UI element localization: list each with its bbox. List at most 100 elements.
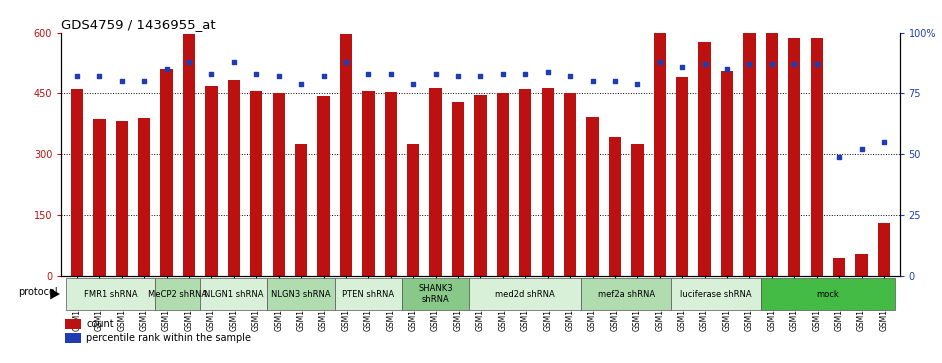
- Bar: [250, 91, 263, 276]
- Bar: [743, 33, 755, 276]
- Point: [114, 78, 129, 84]
- Point: [137, 78, 152, 84]
- Text: count: count: [87, 319, 114, 329]
- Bar: [671, 278, 760, 310]
- Bar: [878, 223, 890, 276]
- Point: [652, 59, 667, 65]
- Point: [316, 74, 331, 79]
- Point: [226, 59, 241, 65]
- Point: [203, 71, 219, 77]
- Point: [585, 78, 600, 84]
- Text: NLGN1 shRNA: NLGN1 shRNA: [204, 290, 264, 298]
- Text: luciferase shRNA: luciferase shRNA: [680, 290, 752, 298]
- Bar: [474, 95, 487, 276]
- Point: [697, 61, 712, 67]
- Point: [495, 71, 511, 77]
- Text: PTEN shRNA: PTEN shRNA: [342, 290, 395, 298]
- Bar: [93, 119, 106, 276]
- Point: [742, 61, 757, 67]
- Point: [518, 71, 533, 77]
- Bar: [71, 89, 83, 276]
- Point: [428, 71, 443, 77]
- Bar: [183, 34, 195, 276]
- Bar: [362, 91, 375, 276]
- Bar: [788, 37, 801, 276]
- Bar: [586, 117, 599, 276]
- Point: [473, 74, 488, 79]
- Bar: [205, 86, 218, 276]
- Bar: [402, 278, 469, 310]
- Text: percentile rank within the sample: percentile rank within the sample: [87, 333, 252, 343]
- Bar: [334, 278, 402, 310]
- Point: [361, 71, 376, 77]
- Bar: [138, 118, 151, 276]
- Point: [720, 66, 735, 72]
- Point: [450, 74, 465, 79]
- Bar: [676, 77, 689, 276]
- Point: [182, 59, 197, 65]
- Text: mock: mock: [817, 290, 839, 298]
- Bar: [698, 42, 711, 276]
- Point: [876, 139, 891, 145]
- Bar: [496, 93, 509, 276]
- Bar: [268, 278, 334, 310]
- Bar: [519, 89, 531, 276]
- Bar: [65, 333, 80, 343]
- Bar: [452, 102, 464, 276]
- Bar: [469, 278, 581, 310]
- Text: GDS4759 / 1436955_at: GDS4759 / 1436955_at: [61, 19, 216, 32]
- Bar: [760, 278, 895, 310]
- Point: [271, 74, 286, 79]
- Point: [809, 61, 824, 67]
- Bar: [833, 258, 845, 276]
- Point: [630, 81, 645, 87]
- Bar: [201, 278, 268, 310]
- Text: MeCP2 shRNA: MeCP2 shRNA: [148, 290, 207, 298]
- Bar: [340, 34, 352, 276]
- Bar: [654, 33, 666, 276]
- Bar: [384, 92, 397, 276]
- Bar: [155, 278, 201, 310]
- Point: [540, 69, 555, 74]
- Text: NLGN3 shRNA: NLGN3 shRNA: [271, 290, 331, 298]
- Text: FMR1 shRNA: FMR1 shRNA: [84, 290, 138, 298]
- Bar: [66, 278, 155, 310]
- Point: [70, 74, 85, 79]
- Bar: [609, 137, 621, 276]
- Point: [787, 61, 802, 67]
- Bar: [855, 254, 868, 276]
- Point: [338, 59, 353, 65]
- Bar: [766, 33, 778, 276]
- Point: [294, 81, 309, 87]
- Polygon shape: [50, 289, 60, 299]
- Point: [562, 74, 577, 79]
- Bar: [564, 94, 577, 276]
- Bar: [542, 88, 554, 276]
- Bar: [631, 144, 643, 276]
- Bar: [116, 121, 128, 276]
- Text: med2d shRNA: med2d shRNA: [495, 290, 555, 298]
- Point: [608, 78, 623, 84]
- Point: [854, 147, 869, 152]
- Bar: [272, 93, 284, 276]
- Point: [159, 66, 174, 72]
- Bar: [317, 96, 330, 276]
- Text: protocol: protocol: [19, 287, 58, 297]
- Point: [249, 71, 264, 77]
- Bar: [295, 144, 307, 276]
- Bar: [407, 144, 419, 276]
- Bar: [160, 69, 172, 276]
- Point: [91, 74, 106, 79]
- Point: [764, 61, 779, 67]
- Text: SHANK3
shRNA: SHANK3 shRNA: [418, 284, 453, 304]
- Point: [383, 71, 398, 77]
- Bar: [430, 88, 442, 276]
- Text: mef2a shRNA: mef2a shRNA: [597, 290, 655, 298]
- Bar: [810, 37, 822, 276]
- Bar: [581, 278, 671, 310]
- Bar: [721, 71, 733, 276]
- Point: [406, 81, 421, 87]
- Bar: [228, 80, 240, 276]
- Point: [674, 64, 690, 70]
- Point: [832, 154, 847, 160]
